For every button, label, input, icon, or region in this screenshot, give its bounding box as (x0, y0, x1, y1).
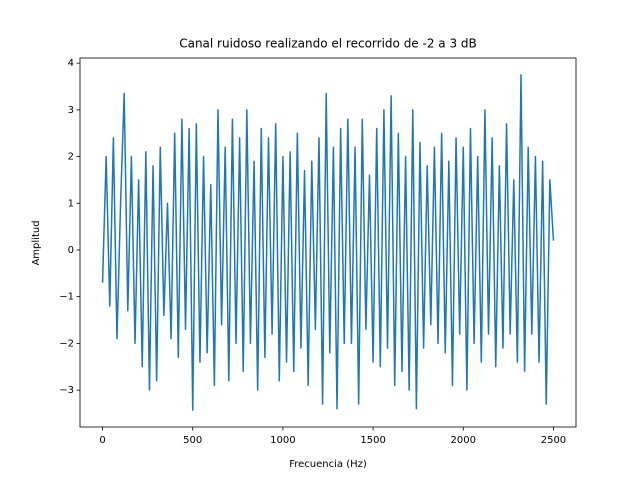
x-tick-label: 1000 (270, 435, 295, 446)
x-tick-label: 0 (99, 435, 105, 446)
y-tick-label: −3 (59, 385, 74, 396)
y-tick-label: −2 (59, 338, 74, 349)
data-line (101, 74, 555, 411)
y-tick-label: −1 (59, 292, 74, 303)
x-tick-label: 1500 (360, 435, 385, 446)
plot-frame (79, 57, 577, 428)
y-axis-label: Amplitud (31, 220, 42, 265)
y-tick-label: 2 (68, 152, 74, 163)
chart-title: Canal ruidoso realizando el recorrido de… (179, 37, 477, 51)
y-tick-label: 1 (68, 198, 74, 209)
x-tick-label: 2500 (541, 435, 566, 446)
x-tick-label: 2000 (451, 435, 476, 446)
y-tick-label: 3 (68, 105, 74, 116)
x-tick-label: 500 (183, 435, 202, 446)
x-axis-label: Frecuencia (Hz) (289, 459, 367, 470)
y-tick-label: 4 (68, 58, 74, 69)
y-tick-label: 0 (68, 245, 74, 256)
